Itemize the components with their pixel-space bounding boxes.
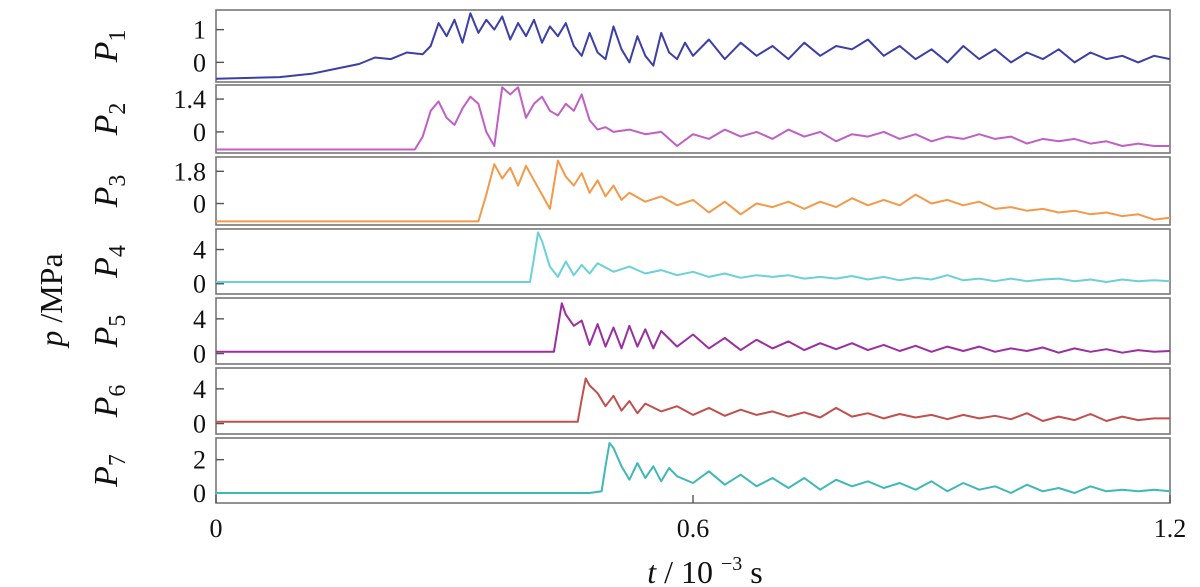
series-name-sub-3: 3 [105,175,131,187]
x-tick-label-1: 0.6 [677,514,710,543]
y-tick-label-3-1: 1.8 [174,157,207,186]
series-name-sub-7: 7 [105,454,131,466]
y-tick-label-2-0: 0 [193,118,206,147]
y-tick-label-3-0: 0 [193,190,206,219]
y-tick-label-4-0: 0 [193,270,206,299]
y-axis-title: p /MPa [33,253,69,348]
panel-7: 0 2 P7 [88,437,1171,508]
series-line-1 [215,12,1171,80]
panel-6: 0 4 P6 [88,367,1171,439]
x-tick-label-2: 1.2 [1154,514,1187,543]
panel-3: 0 1.8 P3 [88,156,1171,226]
series-name-1: P1 [88,30,131,64]
series-line-6 [216,377,1170,423]
series-name-5: P5 [88,315,131,349]
series-name-main-7: P [88,466,125,488]
y-tick-label-6-1: 4 [193,375,206,404]
series-line-2 [216,86,1170,151]
x-axis: 0 0.6 1.2 [210,495,1187,543]
series-name-sub-2: 2 [105,103,131,115]
y-tick-label-5-1: 4 [193,305,206,334]
panel-frame-1 [215,9,1171,83]
series-name-main-6: P [88,397,125,419]
series-name-main-1: P [88,42,125,64]
series-line-4 [216,231,1171,283]
series-name-sub-1: 1 [105,30,131,42]
series-name-main-3: P [88,187,125,209]
y-tick-label-5-0: 0 [193,340,206,369]
y-tick-label-7-0: 0 [193,479,206,508]
y-tick-label-2-1: 1.4 [174,85,207,114]
series-line-5 [216,302,1171,354]
y-tick-label-1-1: 1 [193,16,206,45]
x-axis-title: t / 10 −3 s [647,541,763,587]
y-tick-label-1-0: 0 [193,48,206,77]
series-line-3 [216,159,1171,223]
panel-frame-2 [215,84,1171,154]
series-name-main-2: P [88,115,125,137]
series-name-7: P7 [88,454,131,488]
series-name-main-5: P [88,327,125,349]
y-axis-unit: /MPa [33,253,69,322]
x-axis-unit-base: 10 [681,554,713,587]
series-name-sub-5: 5 [105,315,131,327]
x-axis-var: t [647,554,657,587]
panel-2: 0 1.4 P2 [88,84,1171,154]
x-axis-sep: / [664,554,681,587]
panel-frame-6 [215,367,1171,435]
series-name-sub-6: 6 [105,385,131,397]
series-name-3: P3 [88,175,131,209]
series-name-sub-4: 4 [105,245,131,257]
panel-frame-5 [215,297,1171,365]
series-name-4: P4 [88,245,131,279]
series-name-6: P6 [88,385,131,419]
x-axis-unit-tail: s [750,554,762,587]
y-axis-var: p [33,331,69,349]
panel-frame-4 [215,228,1171,295]
y-tick-label-6-0: 0 [193,410,206,439]
y-tick-label-4-1: 4 [193,236,206,265]
series-name-2: P2 [88,103,131,137]
series-line-7 [216,442,1171,494]
series-name-main-4: P [88,257,125,279]
x-axis-unit-exp: −3 [721,553,742,575]
panel-frame-3 [215,156,1171,226]
x-tick-label-0: 0 [210,514,223,543]
y-tick-label-7-1: 2 [193,446,206,475]
panel-5: 0 4 P5 [88,297,1171,369]
